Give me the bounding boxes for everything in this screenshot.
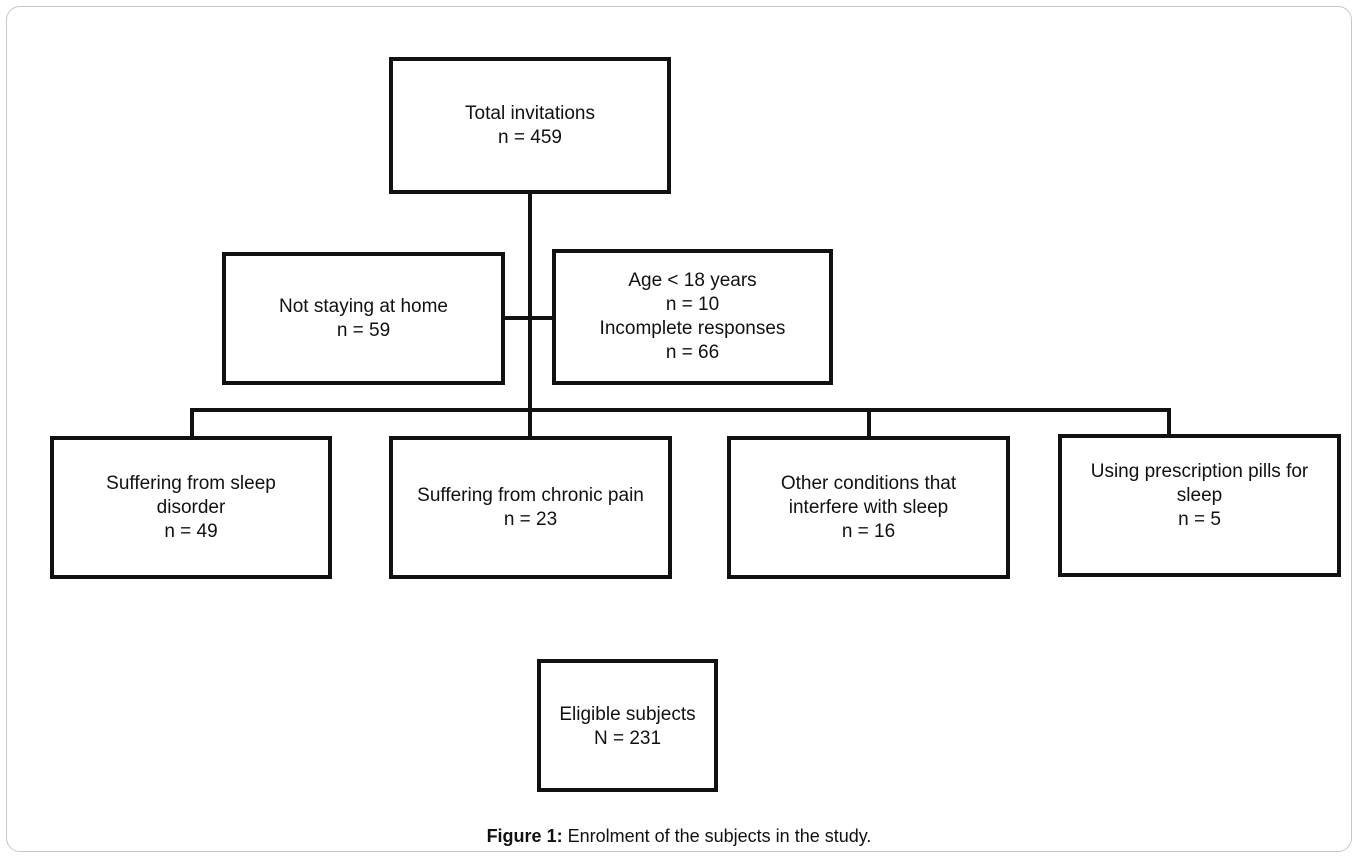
node-not-staying-home: Not staying at home n = 59 bbox=[222, 252, 505, 385]
node-other-conditions-line1: Other conditions that bbox=[780, 472, 957, 494]
connector-branch-horizontal bbox=[190, 408, 1171, 412]
node-incomplete-label: Incomplete responses bbox=[599, 318, 786, 339]
node-prescription-line1: Using prescription pills for bbox=[1090, 461, 1309, 482]
caption-text: Enrolment of the subjects in the study. bbox=[562, 826, 872, 846]
node-total-label: Total invitations bbox=[465, 102, 595, 124]
node-other-conditions-count: n = 16 bbox=[841, 520, 896, 542]
node-other-conditions: Other conditions that interfere with sle… bbox=[727, 436, 1010, 579]
node-incomplete-count: n = 66 bbox=[665, 342, 720, 363]
figure-caption: Figure 1: Enrolment of the subjects in t… bbox=[0, 826, 1358, 847]
node-eligible-count: N = 231 bbox=[593, 728, 662, 749]
node-sleep-disorder-line2: disorder bbox=[156, 496, 226, 518]
node-eligible-label: Eligible subjects bbox=[559, 704, 696, 725]
connector-drop-prescription bbox=[1167, 408, 1171, 438]
connector-exclusion-horizontal bbox=[501, 316, 556, 320]
node-prescription-pills: Using prescription pills for sleep n = 5 bbox=[1058, 434, 1341, 577]
node-chronic-pain-label: Suffering from chronic pain bbox=[417, 484, 644, 506]
figure-frame bbox=[6, 6, 1352, 852]
connector-drop-other-conditions bbox=[867, 408, 871, 440]
connector-drop-chronic-pain bbox=[528, 408, 532, 440]
node-total-invitations: Total invitations n = 459 bbox=[389, 57, 671, 194]
caption-prefix: Figure 1: bbox=[486, 826, 563, 846]
node-prescription-count: n = 5 bbox=[1178, 509, 1221, 530]
connector-drop-sleep-disorder bbox=[190, 408, 194, 440]
node-age-incomplete: Age < 18 years n = 10 Incomplete respons… bbox=[552, 249, 833, 385]
node-age-count: n = 10 bbox=[665, 294, 720, 315]
node-not-home-label: Not staying at home bbox=[279, 295, 448, 317]
node-sleep-disorder-line1: Suffering from sleep bbox=[106, 472, 276, 494]
node-chronic-pain: Suffering from chronic pain n = 23 bbox=[389, 436, 672, 579]
node-not-home-count: n = 59 bbox=[336, 319, 391, 341]
connector-trunk bbox=[528, 190, 532, 412]
node-age-label: Age < 18 years bbox=[628, 270, 757, 291]
node-prescription-line2: sleep bbox=[1176, 485, 1223, 506]
node-total-count: n = 459 bbox=[498, 126, 562, 148]
node-sleep-disorder-count: n = 49 bbox=[164, 520, 218, 542]
node-eligible-subjects: Eligible subjects N = 231 bbox=[537, 659, 718, 792]
node-sleep-disorder: Suffering from sleep disorder n = 49 bbox=[50, 436, 332, 579]
node-chronic-pain-count: n = 23 bbox=[503, 508, 558, 530]
node-other-conditions-line2: interfere with sleep bbox=[788, 496, 949, 518]
